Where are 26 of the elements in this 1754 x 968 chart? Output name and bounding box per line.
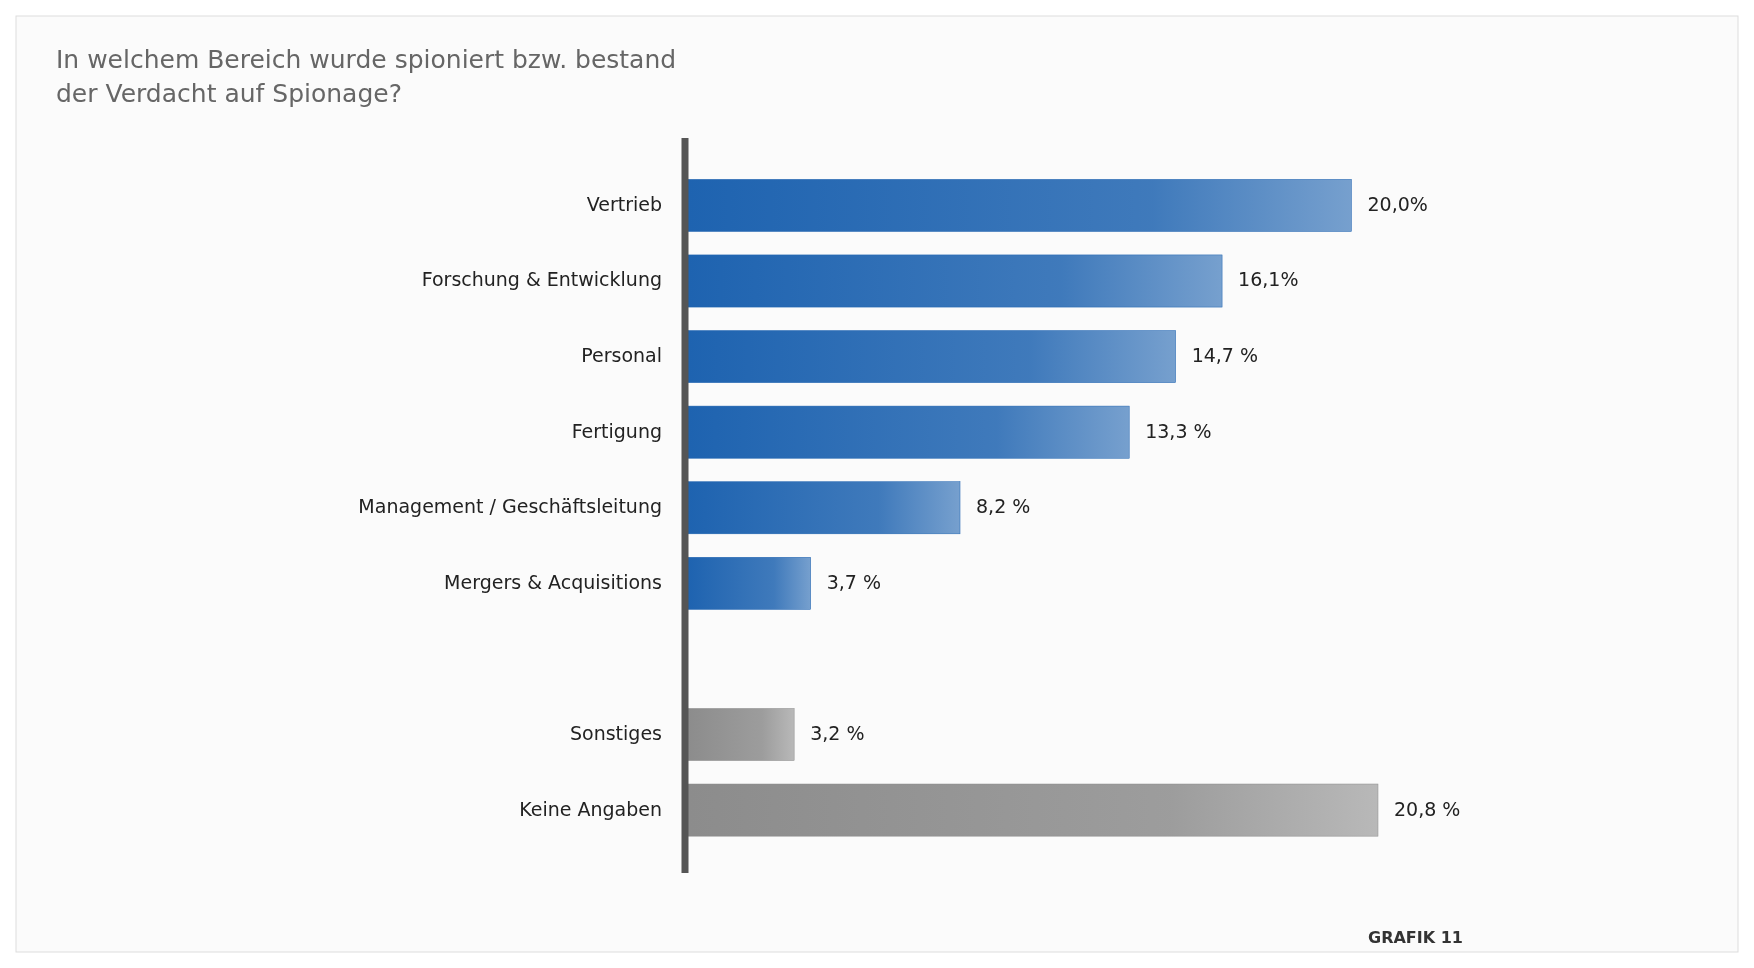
y-tick-label: Fertigung: [571, 419, 662, 442]
y-tick-label: Mergers & Acquisitions: [444, 570, 662, 593]
bar: [687, 405, 1130, 459]
data-label: 8,2 %: [976, 495, 1031, 518]
text: GRAFIK 11: [1368, 928, 1463, 947]
data-label: 20,8 %: [1394, 797, 1461, 820]
text: In welchem Bereich wurde spioniert bzw. bestand der Verdacht auf Spionage?: [56, 45, 677, 108]
bar: [687, 330, 1176, 383]
data-label: 3,7 %: [826, 570, 882, 593]
data-label: 13,3 %: [1145, 419, 1212, 442]
bar: [687, 254, 1223, 308]
y-tick-label: Management / Geschäftsleitung: [358, 495, 662, 518]
bar: [687, 783, 1379, 837]
y-tick-label: Sonstiges: [569, 722, 662, 744]
y-tick-label: Personal: [581, 344, 662, 367]
y-tick-label: Keine Angaben: [519, 797, 662, 820]
bar: [687, 557, 811, 610]
data-label: 20,0%: [1367, 192, 1428, 215]
y-tick-label: Vertrieb: [586, 192, 662, 215]
bar: [687, 708, 795, 761]
data-label: 14,7 %: [1191, 344, 1259, 367]
data-label: 16,1%: [1238, 268, 1299, 291]
data-label: 3,2 %: [810, 722, 865, 744]
y-tick-label: Forschung & Entwicklung: [421, 268, 662, 291]
bar: [687, 481, 961, 535]
bar: [687, 179, 1352, 232]
